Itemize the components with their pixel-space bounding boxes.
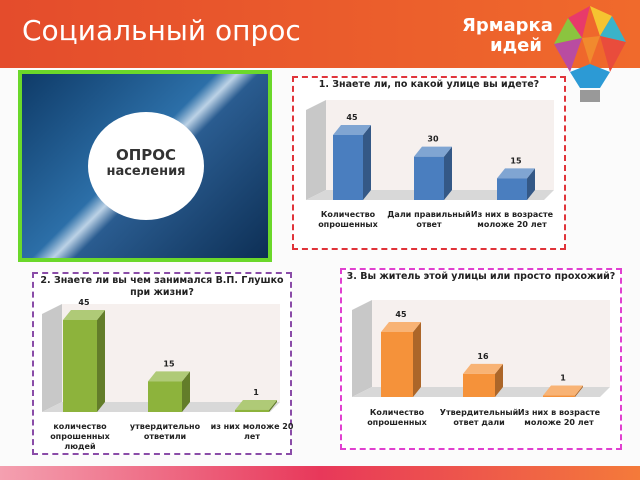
bar (381, 332, 413, 397)
chart-title: 3. Вы житель этой улицы или просто прохо… (346, 271, 616, 282)
category-label: Дали правильный ответ (387, 210, 471, 229)
chart-title: 2. Знаете ли вы чем занимался В.П. Глушк… (40, 275, 284, 298)
bar-side (363, 125, 371, 200)
category-label: Количество опрошенных (367, 408, 427, 427)
chart-back (326, 100, 554, 190)
bar (235, 409, 269, 412)
bar (414, 156, 444, 200)
chart-back (372, 300, 610, 387)
chart: 45 30 15 1. Знаете ли, по какой улице вы ид… (292, 76, 566, 250)
category-label: Количество опрошенных (318, 210, 378, 229)
chart-wall (42, 304, 62, 412)
data-label: 30 (427, 135, 439, 144)
chart-plot: 45 15 1 (42, 298, 280, 412)
category-label: Из них в возрасте моложе 20 лет (517, 408, 601, 427)
bar-top (235, 399, 277, 410)
chart-plot: 45 16 1 (352, 300, 610, 397)
bar (333, 135, 363, 200)
bar-top (381, 322, 421, 332)
data-label: 16 (477, 352, 489, 361)
data-label: 45 (395, 310, 407, 319)
category-label: Утвердительный ответ дали (439, 408, 519, 427)
header: Социальный опрос Ярмарка идей (0, 0, 640, 68)
bar-side (527, 168, 535, 200)
data-label: 45 (78, 298, 90, 307)
chart-title: 1. Знаете ли, по какой улице вы идете? (318, 79, 540, 90)
chart-wall (306, 100, 326, 200)
bar-side (97, 310, 105, 412)
bar-top (497, 168, 535, 179)
bar-side (495, 363, 503, 397)
footer-strip (0, 466, 640, 480)
bar (543, 395, 575, 397)
photo: ОПРОС населения (18, 70, 272, 262)
data-label: 1 (560, 374, 566, 383)
bar-side (182, 371, 190, 412)
bulb-icon (554, 6, 626, 102)
data-label: 15 (510, 156, 522, 165)
bar-top (63, 310, 105, 320)
category-label: Из них в возрасте моложе 20 лет (470, 210, 554, 229)
bar-side (269, 399, 277, 412)
bar-top (333, 125, 371, 135)
category-label: из них моложе 20 лет (210, 422, 294, 441)
chart: 45 16 1 3. Вы житель этой улицы или просто … (340, 268, 622, 450)
data-label: 45 (346, 113, 358, 122)
chart-plot: 45 30 15 (306, 100, 554, 200)
data-label: 15 (163, 359, 175, 368)
bar (463, 373, 495, 397)
logo: Ярмарка идей (462, 15, 553, 56)
badge-text: населения (106, 164, 186, 179)
bar-side (575, 385, 583, 397)
bar (497, 178, 527, 200)
chart-wall (352, 300, 372, 397)
logo-text: Ярмарка (462, 15, 553, 36)
title: Социальный опрос (22, 14, 301, 47)
badge-text: ОПРОС (115, 146, 177, 164)
photo-badge: ОПРОС населения (88, 112, 204, 220)
category-label: количество опрошенных людей (50, 422, 110, 451)
bar-top (463, 363, 503, 374)
chart-back (62, 304, 280, 402)
bar-top (414, 146, 452, 157)
bar-side (413, 322, 421, 397)
bar-top (543, 385, 583, 396)
chart: 45 15 1 2. Знаете ли вы чем занимался В.П. … (32, 272, 294, 455)
bar-top (148, 371, 190, 382)
bar (63, 320, 97, 412)
category-label: утвердительно ответили (129, 422, 201, 441)
data-label: 1 (253, 388, 259, 397)
bar-side (444, 146, 452, 200)
logo-text: идей (490, 35, 542, 56)
bar (148, 381, 182, 412)
